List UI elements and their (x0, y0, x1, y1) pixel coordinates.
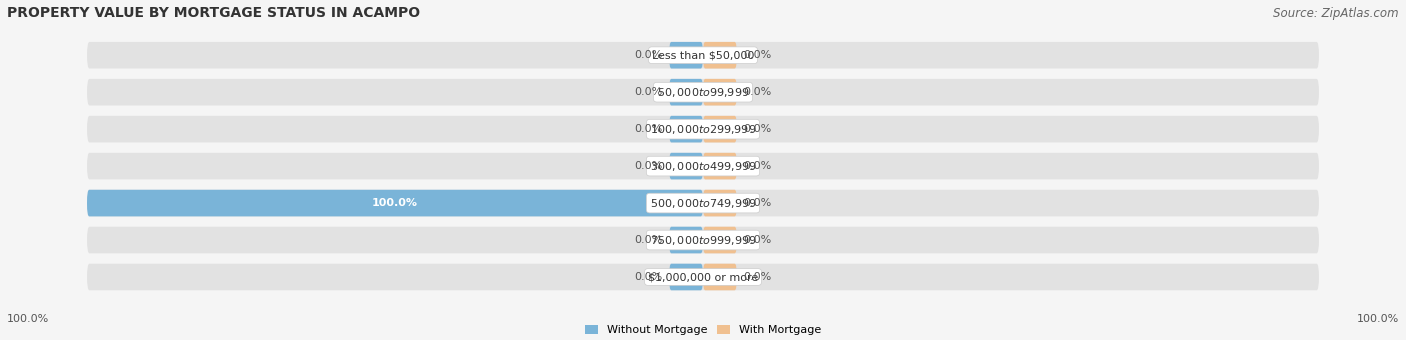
Text: 0.0%: 0.0% (634, 161, 664, 171)
Text: 0.0%: 0.0% (634, 87, 664, 97)
Text: $750,000 to $999,999: $750,000 to $999,999 (650, 234, 756, 246)
Text: 0.0%: 0.0% (634, 124, 664, 134)
Text: Less than $50,000: Less than $50,000 (652, 50, 754, 60)
Text: 0.0%: 0.0% (634, 235, 664, 245)
Text: PROPERTY VALUE BY MORTGAGE STATUS IN ACAMPO: PROPERTY VALUE BY MORTGAGE STATUS IN ACA… (7, 6, 420, 20)
FancyBboxPatch shape (703, 79, 737, 105)
FancyBboxPatch shape (703, 264, 737, 290)
FancyBboxPatch shape (703, 116, 737, 142)
FancyBboxPatch shape (87, 79, 1319, 105)
Text: 0.0%: 0.0% (742, 50, 772, 60)
Text: 0.0%: 0.0% (742, 87, 772, 97)
Text: $300,000 to $499,999: $300,000 to $499,999 (650, 159, 756, 173)
Text: 100.0%: 100.0% (373, 198, 418, 208)
Text: 100.0%: 100.0% (7, 314, 49, 324)
Text: $50,000 to $99,999: $50,000 to $99,999 (657, 86, 749, 99)
Text: $100,000 to $299,999: $100,000 to $299,999 (650, 123, 756, 136)
FancyBboxPatch shape (87, 190, 703, 216)
Text: Source: ZipAtlas.com: Source: ZipAtlas.com (1274, 7, 1399, 20)
FancyBboxPatch shape (669, 116, 703, 142)
FancyBboxPatch shape (669, 153, 703, 180)
Text: 100.0%: 100.0% (1357, 314, 1399, 324)
Text: 0.0%: 0.0% (742, 272, 772, 282)
Text: 0.0%: 0.0% (634, 50, 664, 60)
Text: 0.0%: 0.0% (742, 235, 772, 245)
FancyBboxPatch shape (669, 227, 703, 253)
FancyBboxPatch shape (87, 153, 1319, 180)
Text: 0.0%: 0.0% (742, 198, 772, 208)
FancyBboxPatch shape (87, 42, 1319, 69)
Text: $500,000 to $749,999: $500,000 to $749,999 (650, 197, 756, 209)
FancyBboxPatch shape (87, 264, 1319, 290)
Text: 0.0%: 0.0% (742, 161, 772, 171)
FancyBboxPatch shape (703, 153, 737, 180)
Text: $1,000,000 or more: $1,000,000 or more (648, 272, 758, 282)
FancyBboxPatch shape (703, 42, 737, 69)
FancyBboxPatch shape (703, 190, 737, 216)
FancyBboxPatch shape (87, 227, 1319, 253)
Text: 0.0%: 0.0% (634, 272, 664, 282)
FancyBboxPatch shape (703, 227, 737, 253)
FancyBboxPatch shape (87, 116, 1319, 142)
FancyBboxPatch shape (669, 79, 703, 105)
Text: 0.0%: 0.0% (742, 124, 772, 134)
FancyBboxPatch shape (669, 264, 703, 290)
FancyBboxPatch shape (669, 42, 703, 69)
FancyBboxPatch shape (87, 190, 1319, 216)
Legend: Without Mortgage, With Mortgage: Without Mortgage, With Mortgage (585, 325, 821, 335)
